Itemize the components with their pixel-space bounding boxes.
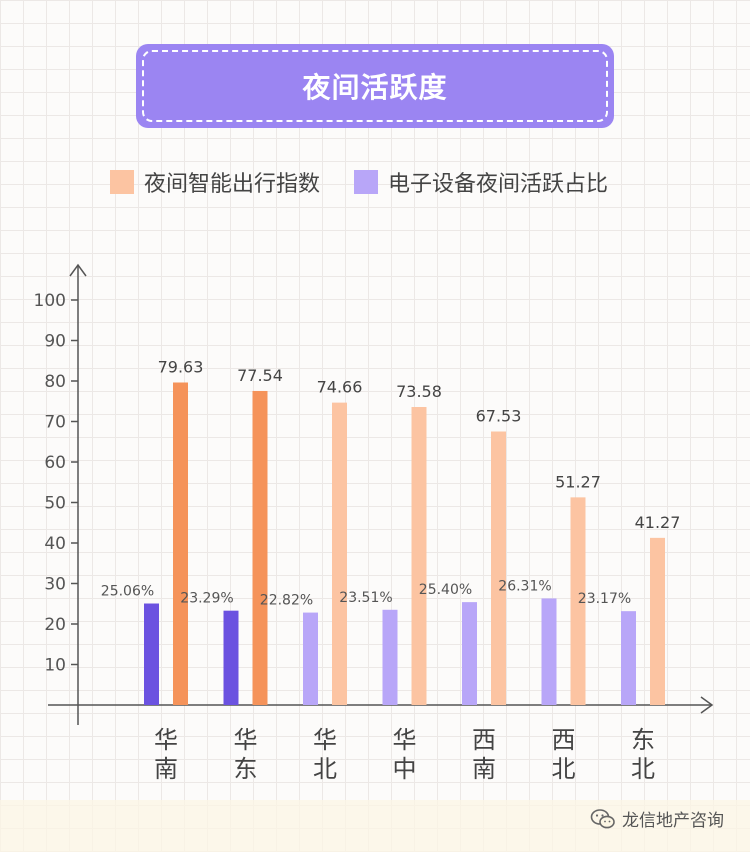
- x-axis-arrow: [700, 696, 714, 714]
- legend: 夜间智能出行指数 电子设备夜间活跃占比: [110, 166, 642, 198]
- data-label-device-ratio: 25.40%: [419, 582, 472, 598]
- legend-label-device-ratio: 电子设备夜间活跃占比: [388, 172, 609, 197]
- watermark-text: 龙信地产咨询: [622, 811, 724, 831]
- data-label-device-ratio: 23.51%: [339, 590, 392, 606]
- bar-device-ratio: [144, 603, 159, 705]
- title-dashed-frame: 夜间活跃度: [142, 50, 608, 122]
- y-tick-label: 40: [44, 534, 66, 554]
- x-category-label: 华: [154, 726, 178, 754]
- wechat-icon: [590, 808, 615, 828]
- bar-travel-index: [411, 407, 427, 705]
- bar-travel-index: [173, 382, 188, 705]
- x-category-label: 西: [552, 726, 576, 754]
- bar-travel-index: [332, 402, 347, 705]
- legend-item-device-ratio: 电子设备夜间活跃占比: [354, 166, 608, 198]
- x-category-label: 东: [631, 726, 655, 754]
- data-label-travel-index: 73.58: [396, 382, 442, 401]
- data-label-travel-index: 67.53: [476, 407, 522, 426]
- x-category-label: 南: [472, 755, 496, 783]
- y-tick-label: 90: [44, 332, 66, 352]
- x-category-label: 北: [313, 755, 337, 783]
- data-label-travel-index: 77.54: [237, 366, 283, 385]
- data-label-device-ratio: 25.06%: [101, 584, 154, 600]
- x-category-label: 中: [393, 755, 417, 783]
- x-category-label: 北: [631, 755, 655, 783]
- data-label-travel-index: 51.27: [555, 472, 601, 491]
- x-category-label: 华: [234, 726, 258, 754]
- legend-swatch-device-ratio: [354, 170, 379, 194]
- legend-item-travel-index: 夜间智能出行指数: [110, 166, 320, 198]
- bar-travel-index: [252, 390, 268, 705]
- bar-travel-index: [491, 431, 506, 705]
- y-tick-label: 80: [44, 372, 66, 392]
- data-label-device-ratio: 22.82%: [260, 593, 313, 609]
- bar-device-ratio: [223, 610, 239, 705]
- data-label-travel-index: 74.66: [317, 378, 363, 397]
- data-label-device-ratio: 23.29%: [180, 591, 233, 607]
- chart-title: 夜间活跃度: [302, 71, 448, 104]
- bar-device-ratio: [462, 602, 477, 705]
- x-category-label: 东: [234, 755, 258, 783]
- y-axis-arrow: [69, 263, 87, 277]
- data-label-travel-index: 79.63: [158, 357, 204, 376]
- legend-swatch-travel-index: [110, 170, 134, 194]
- y-tick-label: 20: [44, 615, 66, 635]
- y-tick-label: 10: [44, 656, 66, 676]
- bar-device-ratio: [621, 611, 636, 705]
- x-category-label: 北: [552, 755, 576, 783]
- data-label-travel-index: 41.27: [635, 513, 681, 532]
- x-category-label: 南: [154, 755, 178, 783]
- footer-band: [0, 800, 750, 852]
- x-category-label: 华: [313, 726, 337, 754]
- y-tick-label: 60: [44, 453, 66, 473]
- x-category-label: 西: [472, 726, 496, 754]
- bar-device-ratio: [541, 598, 557, 705]
- title-banner: 夜间活跃度: [136, 44, 614, 128]
- legend-label-travel-index: 夜间智能出行指数: [144, 172, 321, 197]
- bar-travel-index: [650, 537, 665, 705]
- x-category-label: 华: [393, 726, 417, 754]
- data-label-device-ratio: 23.17%: [578, 591, 631, 607]
- y-tick-label: 70: [44, 413, 66, 433]
- y-tick-label: 100: [34, 291, 66, 311]
- bar-travel-index: [570, 497, 586, 705]
- y-tick-label: 50: [44, 494, 66, 514]
- bar-device-ratio: [382, 609, 398, 705]
- bar-device-ratio: [303, 612, 318, 705]
- y-tick-label: 30: [44, 575, 66, 595]
- watermark: 龙信地产咨询: [590, 806, 724, 831]
- data-label-device-ratio: 26.31%: [498, 578, 551, 594]
